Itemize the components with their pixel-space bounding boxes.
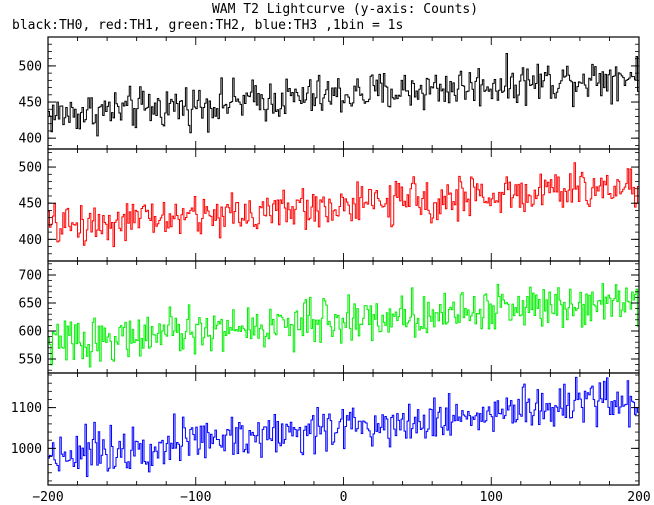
- x-tick-label: −200: [32, 490, 63, 505]
- x-axis: −200 −100 0 100 200: [32, 490, 650, 505]
- panel-th1: 400 450 500: [19, 148, 640, 262]
- y-tick-label: 500: [19, 161, 42, 176]
- x-tick-label: 100: [480, 490, 503, 505]
- panel-th0: 400 450 500: [19, 36, 640, 150]
- panel-frame: [47, 260, 640, 374]
- series-line-th1: [48, 162, 639, 248]
- y-tick-label: 700: [19, 269, 42, 284]
- x-tick-label: −100: [180, 490, 211, 505]
- y-tick-label: 550: [19, 353, 42, 368]
- y-tick-label: 450: [19, 197, 42, 212]
- y-tick-label: 1100: [11, 401, 42, 416]
- x-tick-label: 0: [340, 490, 348, 505]
- chart-subtitle: black:TH0, red:TH1, green:TH2, blue:TH3 …: [12, 18, 403, 33]
- panel-th3: 1000 1100: [11, 372, 640, 486]
- y-tick-label: 500: [19, 59, 42, 74]
- panel-th2: 550 600 650 700: [19, 260, 640, 374]
- series-line-th0: [48, 53, 639, 137]
- x-tick-label: 200: [627, 490, 650, 505]
- chart-title: WAM T2 Lightcurve (y-axis: Counts): [212, 2, 478, 17]
- panels-group: 400 450 500 400 450 500 550 600 650 700 1000 1100: [11, 36, 640, 486]
- series-line-th3: [48, 376, 639, 478]
- series-line-th2: [48, 283, 639, 368]
- y-tick-label: 1000: [11, 442, 42, 457]
- y-tick-label: 400: [19, 132, 42, 147]
- y-tick-label: 650: [19, 297, 42, 312]
- y-tick-label: 600: [19, 325, 42, 340]
- y-tick-label: 450: [19, 96, 42, 111]
- y-tick-label: 400: [19, 233, 42, 248]
